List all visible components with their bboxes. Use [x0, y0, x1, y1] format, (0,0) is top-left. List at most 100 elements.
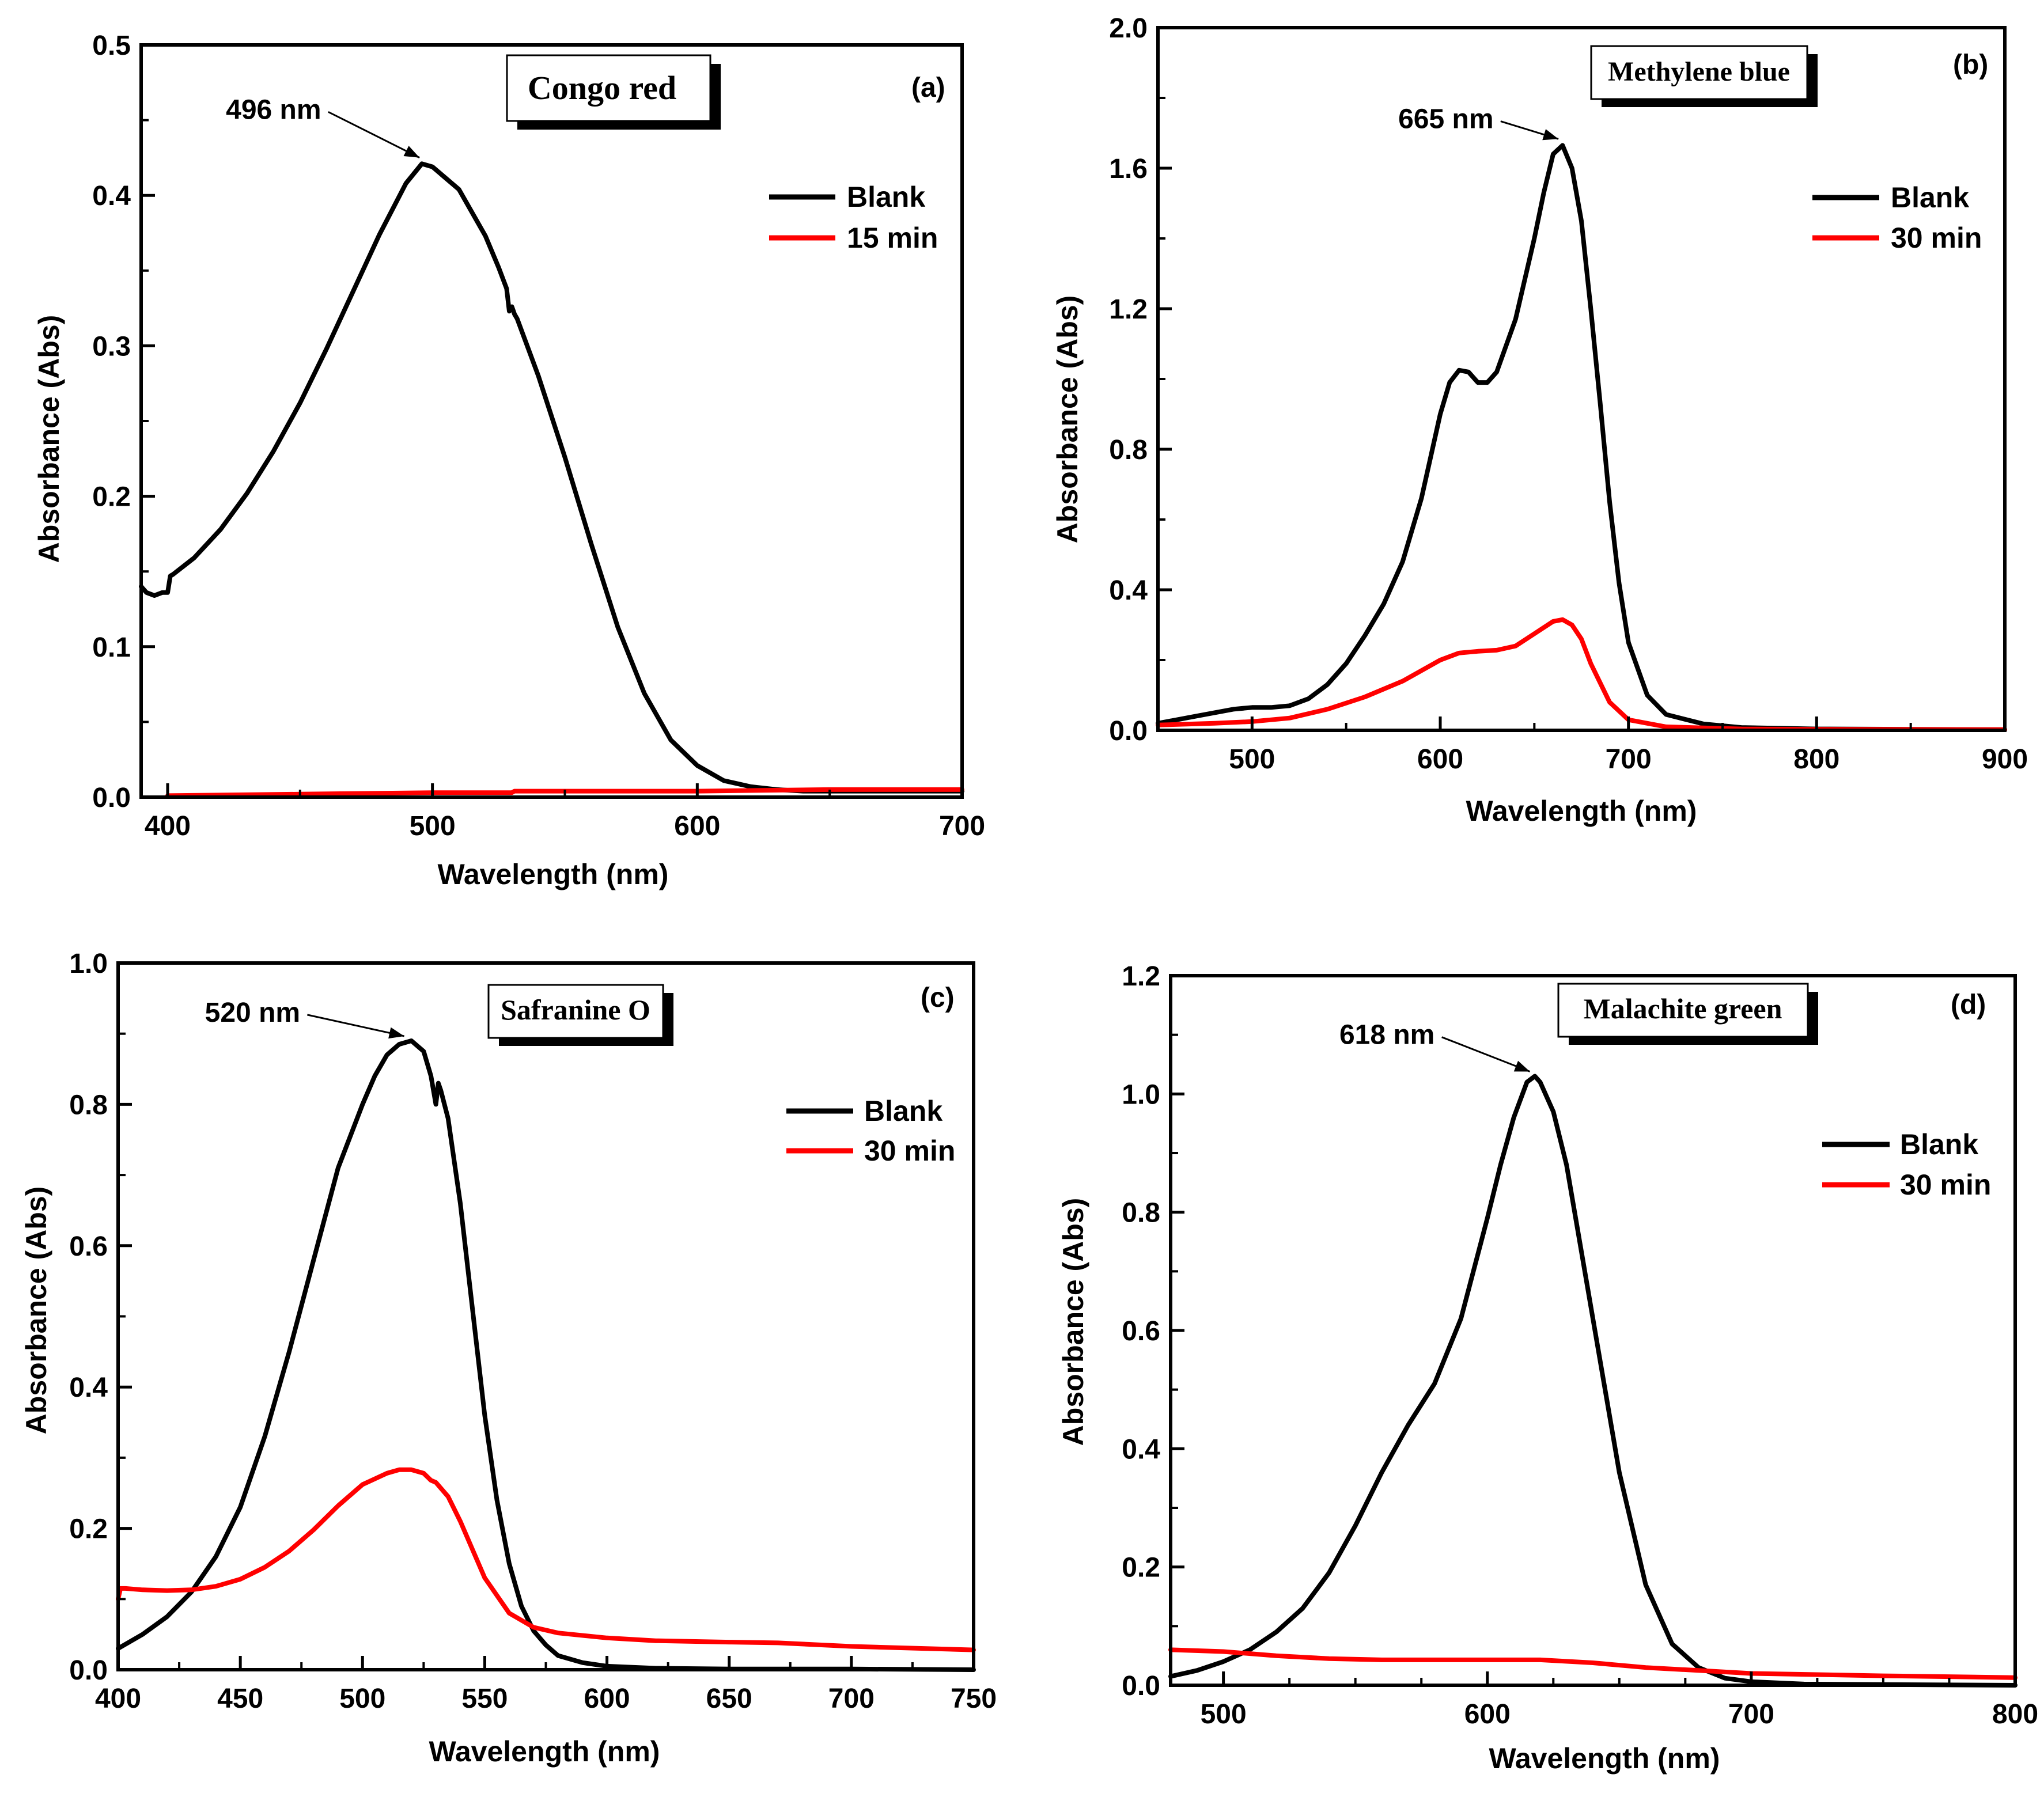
panel-a-series-15-min: [165, 787, 964, 798]
panel-b-y-axis-label: Absorbance (Abs): [1051, 295, 1084, 544]
panel-b-title: Methylene blue: [1608, 56, 1790, 87]
panel-a-y-tick-label: 0.0: [92, 783, 131, 813]
panel-d-title-frame: [1557, 983, 1809, 1038]
panel-d-peak-label: 618 nm: [1339, 1020, 1434, 1051]
panel-a-y-ticks: 0.0 0.1 0.2 0.3 0.4 0.5: [92, 31, 155, 813]
panel-b-peak-arrowhead: [1542, 129, 1559, 141]
panel-b-plot-frame: [1156, 26, 2007, 732]
panel-d-y-ticks: 0.0 0.2 0.4 0.6 0.8 1.0 1.2: [1122, 961, 1184, 1701]
panel-b-label: (b): [1953, 50, 1988, 80]
panel-b-peak-label: 665 nm: [1398, 104, 1493, 135]
panel-c-peak-annotation: 520 nm: [205, 998, 404, 1039]
panel-c-x-tick-label: 400: [95, 1684, 141, 1714]
panel-d-series-blank: [1168, 1074, 2017, 1688]
panel-b-title-box: Methylene blue: [1590, 45, 1818, 107]
panel-a-x-tick-label: 400: [145, 811, 191, 841]
panel-b-y-tick-label: 1.6: [1109, 154, 1148, 184]
panel-b-x-tick-label: 600: [1417, 744, 1463, 775]
panel-c-x-axis-label: Wavelength (nm): [429, 1735, 660, 1768]
panel-d-legend-label-blank: Blank: [1900, 1128, 1978, 1161]
panel-a-legend-label-15min: 15 min: [847, 222, 938, 254]
panel-d-series-30-min: [1168, 1647, 2017, 1680]
panel-d-curves: [1168, 1074, 2017, 1688]
panel-c-y-tick-label: 0.4: [69, 1373, 108, 1403]
panel-d-peak-arrowhead: [1513, 1060, 1530, 1072]
panel-c-legend: Blank 30 min: [786, 1095, 955, 1167]
panel-a-x-axis-label: Wavelength (nm): [438, 858, 669, 890]
panel-d-title: Malachite green: [1584, 992, 1782, 1025]
panel-b-legend-label-blank: Blank: [1891, 181, 1969, 214]
panel-c-x-ticks: 400 450 500 550 600 650 700 750: [95, 1656, 997, 1714]
panel-c-peak-arrow: [307, 1014, 404, 1037]
panel-c-peak-arrowhead: [388, 1027, 404, 1039]
panel-d-x-tick-label: 700: [1728, 1699, 1774, 1730]
panel-a-y-tick-label: 0.2: [92, 482, 131, 513]
panel-c-legend-label-blank: Blank: [864, 1095, 942, 1127]
panel-d-label: (d): [1951, 990, 1986, 1020]
panel-b-y-tick-label: 0.4: [1109, 575, 1148, 606]
panel-d-x-ticks: 500 600 700 800: [1201, 1671, 2038, 1730]
panel-a-legend: Blank 15 min: [769, 181, 938, 254]
panel-b-series-blank: [1156, 143, 2007, 732]
panel-b-x-tick-label: 900: [1982, 744, 2028, 775]
panel-c-title: Safranine O: [501, 994, 650, 1026]
panel-d-x-tick-label: 800: [1992, 1699, 2038, 1730]
panel-a-title: Congo red: [528, 69, 676, 107]
panel-d-malachite-green: 500 600 700 800 0.0 0.2 0.4 0.6 0.8 1.0 1.2 Wavel…: [1057, 961, 2038, 1775]
panel-c-legend-label-30min: 30 min: [864, 1135, 955, 1167]
panel-b-x-axis-label: Wavelength (nm): [1466, 795, 1697, 827]
panel-c-y-tick-label: 0.8: [69, 1090, 108, 1120]
panel-c-y-tick-label: 0.0: [69, 1655, 108, 1686]
panel-d-y-tick-label: 0.2: [1122, 1553, 1160, 1583]
panel-c-x-tick-label: 650: [706, 1684, 752, 1714]
panel-b-x-tick-label: 700: [1606, 744, 1652, 775]
panel-b-y-tick-label: 0.8: [1109, 435, 1148, 465]
panel-c-y-axis-label: Absorbance (Abs): [20, 1186, 52, 1435]
panel-c-safranine-o: 400 450 500 550 600 650 700 750 0.0 0.2 0.4 0.6 0.8…: [20, 949, 997, 1768]
panel-a-curves: [139, 161, 964, 798]
panel-a-title-frame: [506, 54, 711, 122]
panel-a-peak-label: 496 nm: [226, 94, 321, 125]
panel-d-y-tick-label: 0.0: [1122, 1671, 1160, 1701]
panel-d-title-box: Malachite green: [1557, 983, 1818, 1045]
panel-d-y-tick-label: 1.2: [1122, 961, 1160, 992]
panel-c-curves: [116, 1038, 976, 1672]
panel-a-legend-label-blank: Blank: [847, 181, 925, 213]
panel-b-y-tick-label: 1.2: [1109, 294, 1148, 325]
panel-b-x-tick-label: 500: [1229, 744, 1275, 775]
panel-c-x-tick-label: 700: [828, 1684, 875, 1714]
panel-c-series-blank: [116, 1038, 976, 1672]
panel-c-x-tick-label: 550: [461, 1684, 508, 1714]
panel-c-label: (c): [921, 983, 955, 1013]
panel-a-y-axis-label: Absorbance (Abs): [33, 315, 65, 563]
panel-d-x-tick-label: 500: [1201, 1699, 1247, 1730]
panel-b-y-ticks: 0.0 0.4 0.8 1.2 1.6 2.0: [1109, 13, 1172, 746]
panel-c-x-tick-label: 750: [951, 1684, 997, 1714]
panel-a-peak-arrowhead: [403, 146, 420, 158]
panel-c-title-frame: [487, 984, 664, 1039]
panel-c-x-tick-label: 500: [339, 1684, 385, 1714]
panel-a-peak-annotation: 496 nm: [226, 94, 420, 159]
panel-b-y-tick-label: 2.0: [1109, 13, 1148, 44]
panel-d-x-axis-label: Wavelength (nm): [1489, 1742, 1720, 1775]
panel-b-peak-annotation: 665 nm: [1398, 104, 1559, 141]
panel-d-y-tick-label: 1.0: [1122, 1079, 1160, 1110]
panel-a-label: (a): [911, 73, 945, 103]
panel-c-y-tick-label: 0.2: [69, 1514, 108, 1545]
panel-d-y-tick-label: 0.4: [1122, 1434, 1160, 1465]
panel-a-title-box: Congo red: [506, 54, 721, 130]
panel-c-y-tick-label: 1.0: [69, 949, 108, 979]
panel-c-x-tick-label: 600: [584, 1684, 630, 1714]
panel-b-legend: Blank 30 min: [1812, 181, 1982, 254]
panel-d-y-axis-label: Absorbance (Abs): [1057, 1198, 1089, 1446]
panel-a-x-tick-label: 600: [674, 811, 720, 841]
panel-a-y-tick-label: 0.1: [92, 632, 131, 663]
panel-d-x-tick-label: 600: [1464, 1699, 1511, 1730]
panel-c-series-30-min: [116, 1467, 976, 1652]
panel-b-series-30-min: [1156, 617, 2007, 732]
panel-c-title-box: Safranine O: [487, 984, 673, 1046]
panel-a-y-tick-label: 0.3: [92, 331, 131, 362]
panel-d-y-tick-label: 0.8: [1122, 1198, 1160, 1229]
panel-b-x-tick-label: 800: [1793, 744, 1839, 775]
